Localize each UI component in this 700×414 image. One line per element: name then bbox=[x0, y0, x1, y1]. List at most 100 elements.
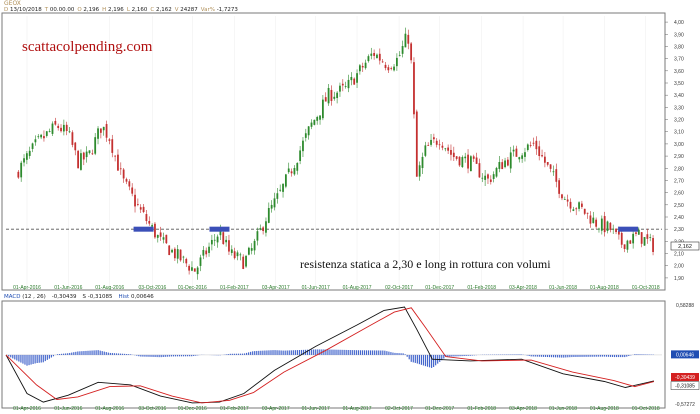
candle-body bbox=[455, 156, 458, 159]
candle-body bbox=[543, 156, 546, 163]
candle-body bbox=[287, 168, 290, 173]
candle-body bbox=[105, 124, 108, 138]
x-tick-label: 01-Feb-2017 bbox=[220, 406, 249, 412]
candle-body bbox=[578, 202, 580, 209]
last-price-marker bbox=[670, 241, 700, 251]
candle-body bbox=[114, 155, 117, 157]
candle-body bbox=[128, 181, 131, 187]
candle-body bbox=[370, 53, 373, 56]
candle-body bbox=[236, 252, 239, 257]
candle-body bbox=[216, 236, 219, 243]
candle-body bbox=[643, 237, 646, 246]
candle-body bbox=[492, 174, 495, 179]
candle-body bbox=[134, 194, 136, 207]
candle-body bbox=[188, 265, 191, 271]
candle-body bbox=[196, 267, 199, 275]
y-tick-label: 2,90 bbox=[674, 154, 684, 160]
candle-body bbox=[31, 143, 34, 149]
candle-body bbox=[250, 248, 253, 251]
candle-body bbox=[34, 139, 37, 143]
candle-body bbox=[478, 163, 481, 178]
candle-body bbox=[404, 33, 407, 48]
candle-body bbox=[60, 127, 62, 132]
candle-body bbox=[319, 115, 321, 120]
candle-body bbox=[20, 162, 23, 178]
candle-body bbox=[330, 89, 333, 101]
candle-body bbox=[566, 199, 569, 202]
y-tick-label: 3,60 bbox=[674, 69, 684, 75]
candle-body bbox=[102, 126, 105, 131]
macd-y-label-box bbox=[671, 400, 699, 408]
candle-body bbox=[65, 124, 68, 131]
candle-body bbox=[182, 256, 185, 258]
candle-body bbox=[242, 256, 245, 269]
price-panel: GEOX D 13/10/2018 T 00.00.00 O 2,196 H 2,19… bbox=[1, 0, 700, 291]
candle-body bbox=[563, 199, 566, 200]
candle-body bbox=[222, 232, 225, 245]
candle-body bbox=[51, 123, 54, 134]
candle-body bbox=[489, 179, 492, 182]
candle-body bbox=[469, 156, 472, 172]
resistance-markers bbox=[133, 226, 639, 232]
candle-body bbox=[307, 126, 310, 136]
candle-body bbox=[353, 78, 356, 85]
candle-body bbox=[282, 183, 284, 192]
candle-body bbox=[617, 231, 620, 235]
candle-body bbox=[230, 249, 233, 253]
candle-body bbox=[632, 233, 635, 244]
info-label: V bbox=[175, 7, 179, 13]
candle-body bbox=[68, 131, 71, 133]
candle-body bbox=[413, 62, 415, 115]
x-tick-label: 02-Oct-2017 bbox=[385, 285, 413, 291]
candle-body bbox=[615, 228, 617, 233]
candle-body bbox=[108, 139, 111, 141]
candle-body bbox=[538, 146, 541, 157]
candle-body bbox=[208, 246, 210, 253]
y-tick-label: 2,60 bbox=[674, 191, 684, 197]
candle-body bbox=[640, 232, 643, 244]
candle-body bbox=[378, 53, 381, 61]
x-tick-label: 03-Oct-2016 bbox=[138, 285, 166, 291]
candle-body bbox=[356, 73, 358, 83]
candle-body bbox=[447, 147, 450, 151]
info-label: L bbox=[127, 7, 131, 13]
annotation-text: resistenza statica a 2,30 e long in rott… bbox=[300, 257, 551, 271]
candle-body bbox=[592, 217, 595, 224]
candle-body bbox=[515, 148, 518, 157]
info-value: -1,7273 bbox=[215, 7, 238, 13]
candle-body bbox=[384, 64, 387, 69]
candle-body bbox=[304, 133, 307, 138]
x-tick-label: 01-Apr-2016 bbox=[13, 285, 41, 291]
candle-body bbox=[171, 249, 173, 253]
candle-body bbox=[111, 139, 114, 153]
candle-body bbox=[652, 238, 654, 252]
candle-body bbox=[569, 201, 572, 209]
x-tick-label: 01-Aug-2017 bbox=[343, 406, 372, 412]
candle-body bbox=[452, 152, 455, 158]
candle-body bbox=[247, 247, 250, 255]
candle-body bbox=[580, 203, 583, 207]
candle-body bbox=[586, 212, 589, 214]
macd-x-axis: 01-Apr-2016 01-Jun-2016 01-Aug-2016 03-Oct-… bbox=[13, 406, 660, 412]
x-tick-label: 01-Aug-2016 bbox=[95, 406, 124, 412]
macd-header-label: S bbox=[83, 294, 88, 300]
candle-body bbox=[156, 234, 159, 238]
watermark-text: scattacolpending.com bbox=[22, 39, 153, 55]
candle-body bbox=[450, 149, 452, 155]
candle-body bbox=[99, 128, 102, 133]
candle-body bbox=[481, 177, 484, 179]
candle-body bbox=[97, 128, 99, 139]
candle-body bbox=[487, 174, 489, 179]
candle-body bbox=[438, 144, 441, 146]
candle-body bbox=[381, 61, 384, 63]
candle-body bbox=[284, 174, 287, 187]
candle-body bbox=[302, 140, 304, 152]
candle-body bbox=[603, 216, 606, 233]
candle-body bbox=[219, 230, 222, 236]
candle-body bbox=[526, 144, 529, 150]
y-tick-label: 2,40 bbox=[674, 215, 684, 221]
candle-body bbox=[173, 248, 176, 259]
candle-body bbox=[552, 171, 555, 173]
candle-body bbox=[609, 222, 612, 230]
candle-body bbox=[94, 137, 97, 154]
